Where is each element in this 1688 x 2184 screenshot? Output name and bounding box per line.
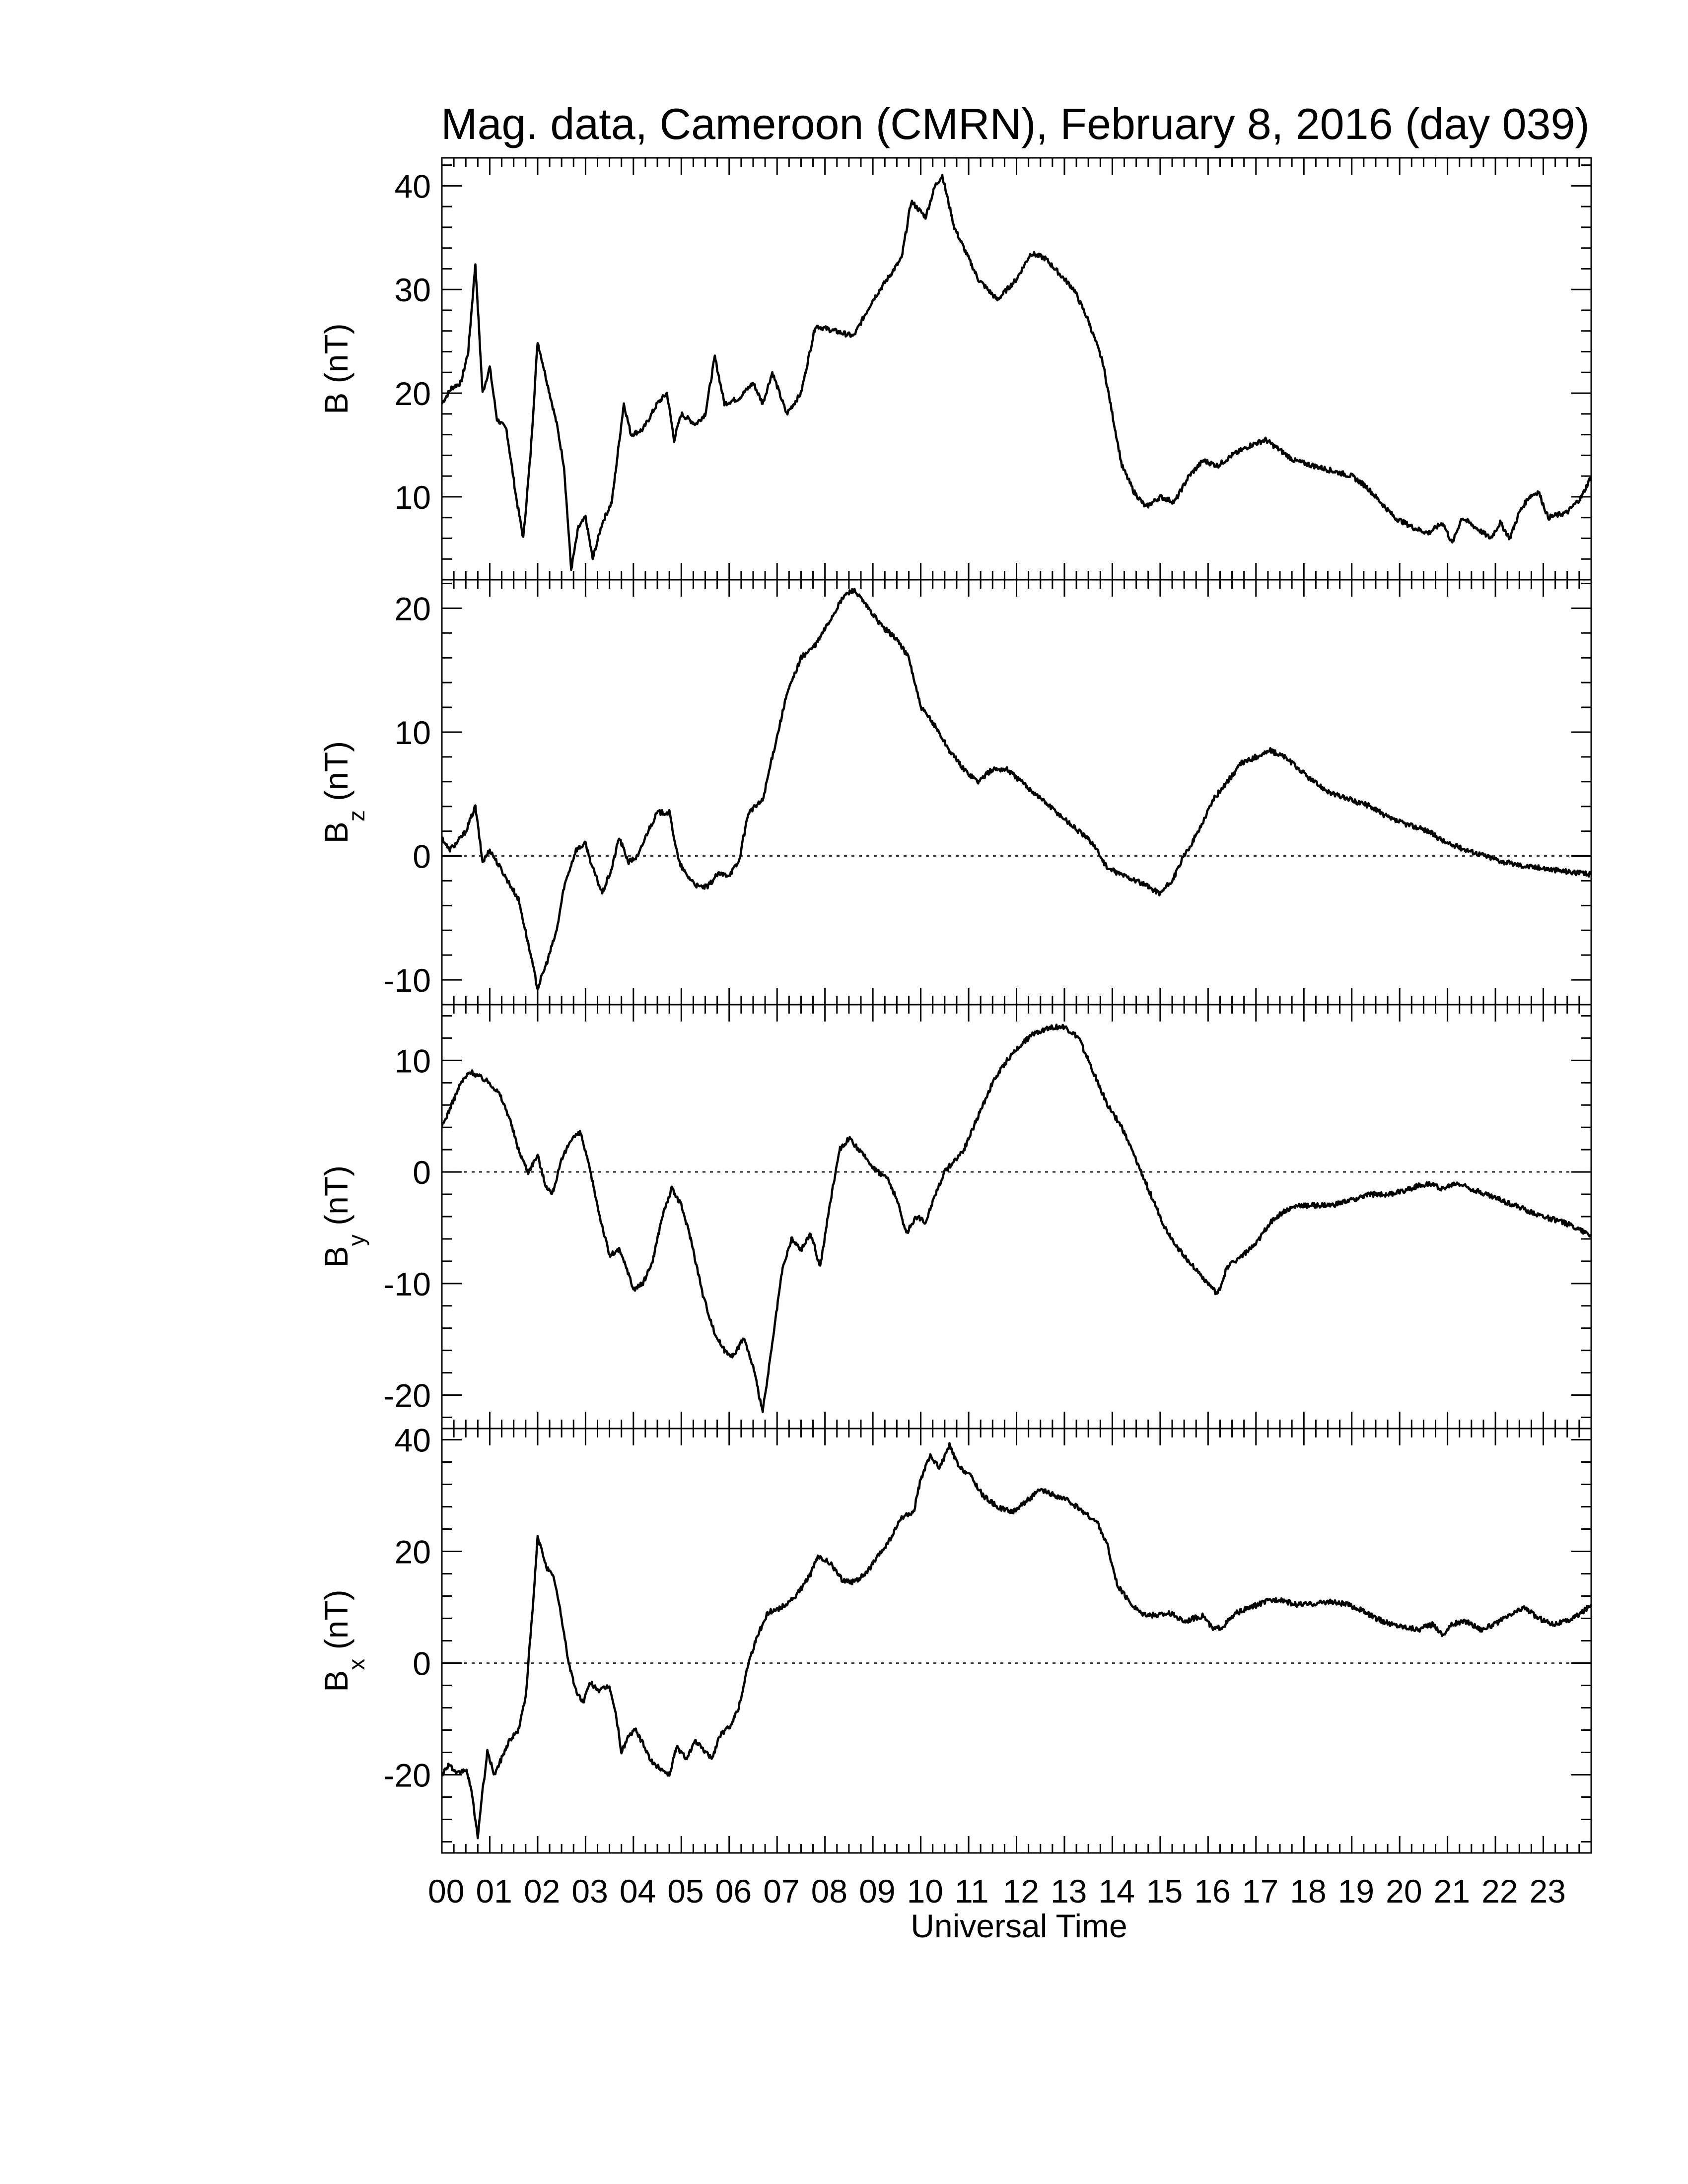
y-axis-label-By: By (nT) <box>318 1165 369 1268</box>
y-axis-label-subscript: y <box>344 1234 369 1246</box>
y-axis-label-unit: (nT) <box>318 1589 354 1658</box>
y-tick-label: 20 <box>395 590 431 627</box>
x-tick-label: 18 <box>1290 1873 1326 1910</box>
x-tick-label: 10 <box>907 1873 943 1910</box>
y-tick-label: 40 <box>395 168 431 205</box>
y-axis-label-unit: (nT) <box>318 741 354 810</box>
y-tick-label: 10 <box>395 1042 431 1079</box>
panel-By: -20 -10 0 10 By (nT) <box>318 1004 1592 1430</box>
y-tick-label: 10 <box>395 714 431 751</box>
x-tick-label: 03 <box>571 1873 608 1910</box>
x-axis-label: Universal Time <box>911 1908 1127 1944</box>
x-tick-label: 20 <box>1386 1873 1422 1910</box>
x-tick-label: 17 <box>1242 1873 1278 1910</box>
panel-frame-Bz <box>441 579 1592 1006</box>
x-tick-label: 00 <box>428 1873 464 1910</box>
y-tick-label: -10 <box>384 1266 431 1302</box>
x-tick-label: 14 <box>1098 1873 1134 1910</box>
x-tick-label: 08 <box>811 1873 847 1910</box>
y-axis-label-B: B (nT) <box>318 323 354 414</box>
y-tick-label: 0 <box>413 1154 431 1191</box>
y-axis-label-Bx: Bx (nT) <box>318 1589 369 1692</box>
x-tick-label: 04 <box>620 1873 656 1910</box>
y-axis-label-main: B <box>318 393 354 414</box>
x-tick-label: 06 <box>715 1873 752 1910</box>
y-axis-label-subscript: x <box>344 1659 369 1670</box>
x-tick-label: 22 <box>1481 1873 1518 1910</box>
x-tick-label: 19 <box>1338 1873 1374 1910</box>
x-axis: 00 01 02 03 04 05 06 07 08 09 10 11 12 13 14 15 16 17 18 19… <box>428 1873 1566 1944</box>
x-tick-label: 15 <box>1146 1873 1183 1910</box>
y-tick-label: 20 <box>395 1534 431 1570</box>
x-tick-label: 01 <box>476 1873 512 1910</box>
series-line-B <box>442 174 1591 571</box>
x-tick-label: 21 <box>1434 1873 1470 1910</box>
y-axis-label-unit: (nT) <box>318 1165 354 1234</box>
x-tick-label: 23 <box>1530 1873 1566 1910</box>
panel-B: 10 20 30 40 B (nT) <box>318 157 1592 581</box>
y-axis-label-main: B <box>318 1670 354 1692</box>
y-tick-label: 10 <box>395 479 431 516</box>
y-axis-label-Bz: Bz (nT) <box>318 741 369 843</box>
y-axis-label-main: B <box>318 821 354 843</box>
y-axis-label-main: B <box>318 1246 354 1268</box>
x-tick-label: 09 <box>859 1873 895 1910</box>
panel-frame-B <box>441 157 1592 581</box>
series-line-By <box>442 1024 1591 1413</box>
y-tick-label: 40 <box>395 1422 431 1459</box>
panel-Bz: -10 0 10 20 Bz (nT) <box>318 579 1592 1006</box>
panel-Bx: -20 0 20 40 Bx (nT) <box>318 1422 1592 1854</box>
y-tick-label: 0 <box>413 1645 431 1682</box>
x-tick-label: 16 <box>1194 1873 1230 1910</box>
x-tick-label: 12 <box>1003 1873 1039 1910</box>
panel-frame-Bx <box>441 1428 1592 1854</box>
panel-frame-By <box>441 1004 1592 1430</box>
y-tick-label: 30 <box>395 272 431 308</box>
x-tick-label: 13 <box>1051 1873 1087 1910</box>
y-tick-label: -20 <box>384 1757 431 1794</box>
x-tick-label: 02 <box>524 1873 560 1910</box>
y-tick-label: 0 <box>413 838 431 875</box>
x-tick-label: 11 <box>955 1873 989 1910</box>
chart-title: Mag. data, Cameroon (CMRN), February 8, … <box>441 99 1589 148</box>
y-axis-label-subscript: z <box>344 810 369 821</box>
y-tick-label: -20 <box>384 1377 431 1414</box>
series-line-Bz <box>442 588 1591 991</box>
x-tick-label: 07 <box>763 1873 799 1910</box>
y-tick-label: 20 <box>395 375 431 412</box>
y-tick-label: -10 <box>384 962 431 999</box>
y-axis-label-unit: (nT) <box>318 323 354 392</box>
series-line-Bx <box>442 1442 1591 1840</box>
x-tick-label: 05 <box>667 1873 703 1910</box>
